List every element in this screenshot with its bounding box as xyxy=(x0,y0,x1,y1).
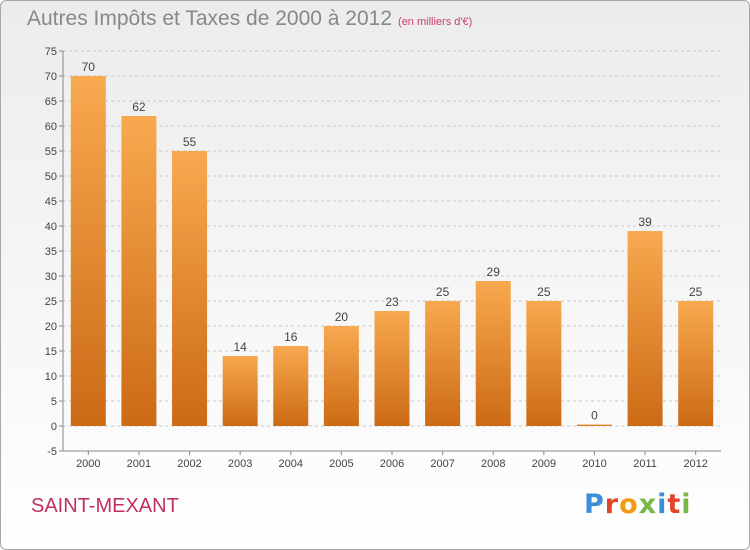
y-tick-label: 50 xyxy=(45,171,57,183)
chart-subtitle: (en milliers d'€) xyxy=(398,16,473,28)
chart-title: Autres Impôts et Taxes de 2000 à 2012 (en… xyxy=(27,7,472,31)
bar-value-label: 20 xyxy=(335,310,349,324)
y-tick-label: 55 xyxy=(45,146,57,158)
x-tick-label: 2007 xyxy=(430,458,454,470)
axes xyxy=(59,50,721,455)
bar xyxy=(323,326,359,426)
bar-value-label: 16 xyxy=(284,330,298,344)
bar-value-label: 62 xyxy=(132,100,146,114)
bar xyxy=(576,424,612,426)
y-tick-label: 10 xyxy=(45,371,57,383)
x-tick-label: 2005 xyxy=(329,458,353,470)
y-tick-label: 75 xyxy=(45,46,57,58)
x-tick-label: 2000 xyxy=(76,458,100,470)
location-name: SAINT-MEXANT xyxy=(31,495,179,517)
x-tick-label: 2010 xyxy=(582,458,606,470)
labels: -5 0 5 10 15 20 25 30 35 40 45 50 55 60 65 70 75 70 2000 62… xyxy=(45,46,708,470)
y-tick-label: 30 xyxy=(45,271,57,283)
y-tick-label: 60 xyxy=(45,121,57,133)
y-tick-label: 15 xyxy=(45,346,57,358)
y-tick-label: 20 xyxy=(45,321,57,333)
bar xyxy=(172,151,208,426)
bar-value-label: 23 xyxy=(385,295,399,309)
x-tick-label: 2001 xyxy=(127,458,151,470)
bar xyxy=(627,231,663,426)
bar-value-label: 39 xyxy=(638,215,652,229)
bar xyxy=(121,116,157,426)
y-tick-label: 0 xyxy=(51,421,57,433)
bar-value-label: 25 xyxy=(689,285,703,299)
bar xyxy=(273,346,309,426)
bar-value-label: 14 xyxy=(233,340,247,354)
bar xyxy=(425,301,461,426)
bar-value-label: 55 xyxy=(183,135,197,149)
y-tick-label: 70 xyxy=(45,71,57,83)
bar xyxy=(222,356,258,426)
x-tick-label: 2002 xyxy=(177,458,201,470)
bar xyxy=(70,76,106,426)
x-tick-label: 2006 xyxy=(380,458,404,470)
bar xyxy=(374,311,410,426)
x-tick-label: 2004 xyxy=(279,458,303,470)
y-tick-label: 65 xyxy=(45,96,57,108)
proxiti-logo[interactable]: Proxiti xyxy=(584,489,692,520)
bar xyxy=(475,281,511,426)
bar xyxy=(678,301,714,426)
bar-value-label: 25 xyxy=(537,285,551,299)
y-tick-label: 5 xyxy=(51,396,57,408)
x-tick-label: 2008 xyxy=(481,458,505,470)
x-tick-label: 2012 xyxy=(683,458,707,470)
bar-value-label: 70 xyxy=(82,60,96,74)
chart-title-text: Autres Impôts et Taxes de 2000 à 2012 xyxy=(27,7,393,30)
y-tick-label: -5 xyxy=(47,446,57,458)
y-tick-label: 45 xyxy=(45,196,57,208)
bar-value-label: 0 xyxy=(591,409,598,423)
bar xyxy=(526,301,562,426)
x-tick-label: 2011 xyxy=(633,458,657,470)
y-tick-label: 40 xyxy=(45,221,57,233)
x-tick-label: 2009 xyxy=(532,458,556,470)
x-tick-label: 2003 xyxy=(228,458,252,470)
bar-value-label: 25 xyxy=(436,285,450,299)
y-tick-label: 35 xyxy=(45,246,57,258)
bars xyxy=(70,76,714,426)
bar-value-label: 29 xyxy=(487,265,501,279)
y-tick-label: 25 xyxy=(45,296,57,308)
